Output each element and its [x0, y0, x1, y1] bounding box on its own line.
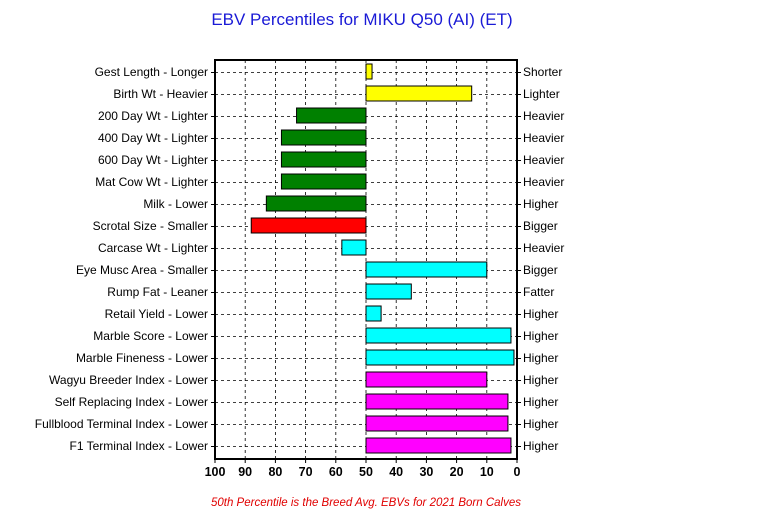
x-tick-label: 10	[480, 465, 494, 479]
row-label-right: Fatter	[523, 285, 554, 299]
row-label-left: F1 Terminal Index - Lower	[69, 439, 208, 453]
bar-5	[280, 173, 367, 190]
row-label-left: Fullblood Terminal Index - Lower	[35, 417, 208, 431]
bar-1	[365, 85, 473, 102]
x-tick-label: 20	[450, 465, 464, 479]
row-label-right: Heavier	[523, 131, 564, 145]
chart-bars	[250, 63, 515, 454]
bar-15	[365, 393, 509, 410]
bar-13	[365, 349, 515, 366]
bar-12	[365, 327, 512, 344]
x-tick-label: 60	[329, 465, 343, 479]
x-tick-label: 100	[205, 465, 226, 479]
x-axis-ticks: 100 90 80 70 60 50 40 30 20 10 0	[205, 459, 521, 479]
row-label-left: Marble Score - Lower	[93, 329, 208, 343]
bar-10	[365, 283, 412, 300]
x-tick-label: 70	[299, 465, 313, 479]
bar-2	[296, 107, 367, 124]
row-label-right: Bigger	[523, 219, 558, 233]
bar-8	[341, 239, 367, 256]
row-label-right: Heavier	[523, 153, 564, 167]
row-label-left: Wagyu Breeder Index - Lower	[49, 373, 208, 387]
row-label-left: 200 Day Wt - Lighter	[98, 109, 208, 123]
bar-7	[250, 217, 367, 234]
row-label-left: Gest Length - Longer	[95, 65, 208, 79]
row-label-right: Shorter	[523, 65, 562, 79]
row-label-right: Lighter	[523, 87, 560, 101]
left-labels: Gest Length - Longer Birth Wt - Heavier 20…	[35, 65, 215, 453]
x-tick-label: 40	[389, 465, 403, 479]
bar-4	[280, 151, 367, 168]
row-label-right: Higher	[523, 395, 558, 409]
row-label-left: Eye Musc Area - Smaller	[76, 263, 208, 277]
row-label-right: Higher	[523, 439, 558, 453]
row-label-left: Carcase Wt - Lighter	[98, 241, 208, 255]
bar-6	[265, 195, 367, 212]
row-label-right: Higher	[523, 351, 558, 365]
row-label-right: Heavier	[523, 175, 564, 189]
right-labels: Shorter Lighter Heavier Heavier Heavier Heavi…	[517, 65, 564, 453]
row-label-left: Scrotal Size - Smaller	[93, 219, 208, 233]
chart-footnote: 50th Percentile is the Breed Avg. EBVs f…	[211, 497, 521, 509]
row-label-right: Bigger	[523, 263, 558, 277]
x-tick-label: 50	[359, 465, 373, 479]
bar-0	[365, 63, 373, 80]
row-label-left: Retail Yield - Lower	[105, 307, 208, 321]
row-label-right: Heavier	[523, 241, 564, 255]
row-label-left: 400 Day Wt - Lighter	[98, 131, 208, 145]
row-label-left: Mat Cow Wt - Lighter	[95, 175, 208, 189]
row-label-left: Rump Fat - Leaner	[107, 285, 208, 299]
x-tick-label: 80	[268, 465, 282, 479]
row-label-right: Higher	[523, 417, 558, 431]
chart-title: EBV Percentiles for MIKU Q50 (AI) (ET)	[211, 10, 512, 29]
row-label-right: Higher	[523, 373, 558, 387]
bar-14	[365, 371, 488, 388]
bar-17	[365, 437, 512, 454]
bar-9	[365, 261, 488, 278]
row-label-left: Self Replacing Index - Lower	[55, 395, 208, 409]
row-label-left: Milk - Lower	[143, 197, 208, 211]
row-label-left: 600 Day Wt - Lighter	[98, 153, 208, 167]
bar-16	[365, 415, 509, 432]
row-label-right: Heavier	[523, 109, 564, 123]
bar-11	[365, 305, 382, 322]
bar-3	[280, 129, 367, 146]
x-tick-label: 0	[514, 465, 521, 479]
x-tick-label: 30	[419, 465, 433, 479]
row-label-right: Higher	[523, 329, 558, 343]
row-label-left: Marble Fineness - Lower	[76, 351, 208, 365]
x-tick-label: 90	[238, 465, 252, 479]
row-label-left: Birth Wt - Heavier	[113, 87, 208, 101]
row-label-right: Higher	[523, 307, 558, 321]
row-label-right: Higher	[523, 197, 558, 211]
